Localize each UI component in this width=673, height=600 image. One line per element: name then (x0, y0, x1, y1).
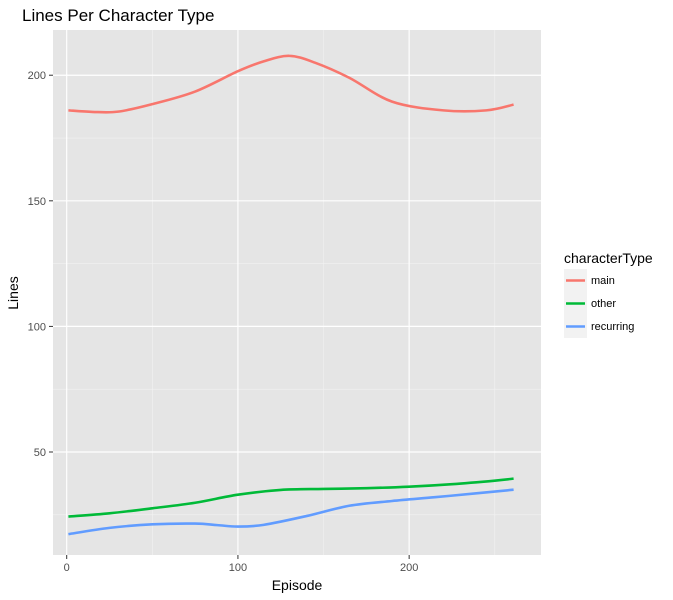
legend-item-other: other (564, 292, 616, 315)
y-axis-title: Lines (5, 276, 21, 309)
series-line-main (68, 54, 514, 114)
legend-label-recurring: recurring (591, 321, 634, 333)
series-lines (68, 54, 514, 536)
chart-title: Lines Per Character Type (22, 6, 214, 25)
legend-item-recurring: recurring (564, 315, 634, 338)
axis-ticks (49, 74, 410, 559)
axis-tick-labels: 0 100 200 50 100 150 200 (28, 70, 419, 574)
y-tick-label: 50 (34, 447, 46, 459)
legend-label-other: other (591, 298, 616, 310)
x-tick-label: 200 (400, 562, 418, 574)
x-tick-label: 0 (64, 562, 70, 574)
plot-panel (53, 30, 541, 555)
legend: characterType main other recurring (564, 250, 653, 338)
y-tick-label: 100 (28, 321, 46, 333)
legend-title: characterType (564, 250, 653, 266)
legend-label-main: main (591, 275, 615, 287)
x-axis-title: Episode (272, 577, 323, 593)
minor-grid (53, 30, 541, 555)
y-tick-label: 150 (28, 196, 46, 208)
series-line-recurring (68, 488, 514, 536)
legend-items: main other recurring (564, 269, 634, 338)
series-line-other (68, 477, 514, 518)
x-tick-label: 100 (229, 562, 247, 574)
major-grid (53, 30, 541, 555)
legend-item-main: main (564, 269, 615, 292)
y-tick-label: 200 (28, 70, 46, 82)
